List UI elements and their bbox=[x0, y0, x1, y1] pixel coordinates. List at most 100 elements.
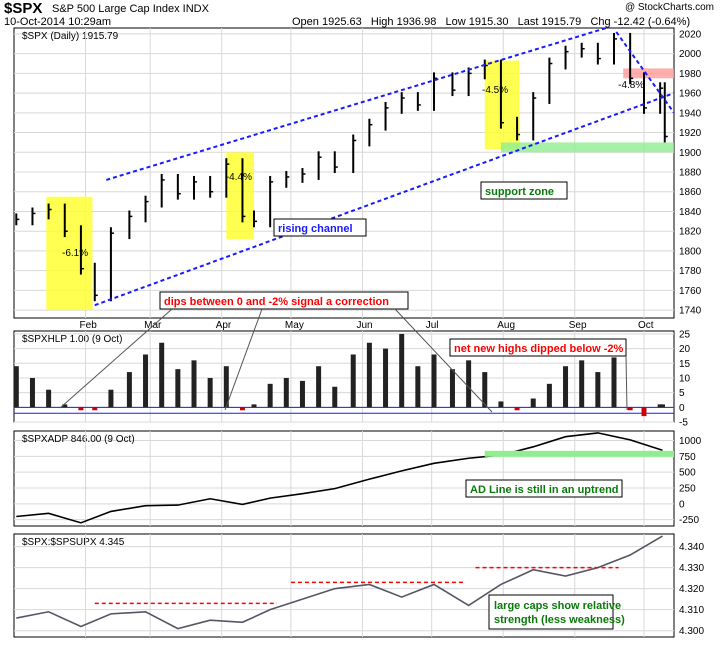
y-tick-label: 0 bbox=[679, 499, 685, 510]
histogram-bar bbox=[92, 407, 98, 411]
histogram-bar bbox=[239, 407, 245, 411]
y-tick-label: 4.320 bbox=[679, 584, 704, 595]
histogram-bar bbox=[143, 354, 149, 408]
large-caps-label-line: strength (less weakness) bbox=[494, 614, 625, 626]
histogram-bar bbox=[498, 401, 504, 408]
correction-callout: dips between 0 and -2% signal a correcti… bbox=[164, 296, 389, 308]
y-tick-label: 2000 bbox=[679, 49, 702, 60]
chart-ohlc-readout: Open 1925.63 High 1936.98 Low 1915.30 La… bbox=[292, 16, 691, 28]
histogram-bar bbox=[207, 377, 213, 408]
histogram-bar bbox=[449, 369, 455, 408]
histogram-bar bbox=[191, 360, 197, 408]
y-tick-label: 1860 bbox=[679, 187, 702, 198]
y-tick-label: 1840 bbox=[679, 207, 702, 218]
chart-security-name: S&P 500 Large Cap Index INDX bbox=[52, 3, 209, 15]
histogram-bar bbox=[366, 342, 372, 408]
x-tick-label: Oct bbox=[638, 320, 654, 331]
correction-percent-label: -4.8% bbox=[618, 80, 644, 91]
correction-percent-label: -4.5% bbox=[482, 85, 508, 96]
panel-frame bbox=[13, 430, 675, 527]
y-tick-label: 1000 bbox=[679, 436, 702, 447]
y-tick-label: 1760 bbox=[679, 286, 702, 297]
histogram-bar bbox=[627, 407, 633, 411]
correction-highlight bbox=[46, 196, 93, 311]
y-tick-label: 4.340 bbox=[679, 542, 704, 553]
histogram-bar bbox=[530, 398, 536, 408]
y-tick-label: 1940 bbox=[679, 108, 702, 119]
y-tick-label: 1900 bbox=[679, 148, 702, 159]
y-tick-label: 500 bbox=[679, 468, 696, 479]
histogram-bar bbox=[175, 369, 181, 408]
x-tick-label: May bbox=[285, 320, 304, 331]
y-tick-label: 250 bbox=[679, 484, 696, 495]
resistance-zone bbox=[623, 68, 674, 79]
histogram-bar bbox=[514, 407, 520, 411]
histogram-bar bbox=[611, 357, 617, 408]
y-tick-label: 1880 bbox=[679, 168, 702, 179]
channel-lower-line bbox=[94, 92, 675, 307]
correction-percent-label: -6.1% bbox=[62, 248, 88, 259]
x-tick-label: Jul bbox=[426, 320, 439, 331]
y-tick-label: 4.310 bbox=[679, 605, 704, 616]
histogram-bar bbox=[415, 366, 421, 408]
downtrend-line bbox=[615, 31, 675, 114]
x-tick-label: Apr bbox=[216, 320, 232, 331]
large-caps-label-box bbox=[488, 594, 614, 630]
histogram-bar bbox=[431, 354, 437, 408]
histogram-bar bbox=[108, 389, 114, 408]
y-tick-label: -250 bbox=[679, 515, 699, 526]
y-tick-label: 4.330 bbox=[679, 563, 704, 574]
panel-frame bbox=[13, 27, 675, 319]
rising-channel-label: rising channel bbox=[278, 223, 353, 235]
panel-title: $SPX:$SPSUPX 4.345 bbox=[22, 537, 125, 548]
histogram-bar bbox=[350, 354, 356, 408]
ad-line-label: AD Line is still in an uptrend bbox=[470, 484, 619, 496]
x-tick-label: Aug bbox=[497, 320, 515, 331]
histogram-bar bbox=[223, 366, 229, 408]
stockcharts-credit: @ StockCharts.com bbox=[624, 2, 714, 13]
histogram-bar bbox=[641, 407, 647, 417]
histogram-bar bbox=[126, 372, 132, 408]
net-new-highs-callout: net new highs dipped below -2% bbox=[454, 343, 624, 355]
histogram-bar bbox=[563, 366, 569, 408]
correction-highlight bbox=[226, 152, 254, 240]
y-tick-label: 1800 bbox=[679, 246, 702, 257]
callout-pointer bbox=[59, 308, 173, 409]
histogram-bar bbox=[46, 389, 52, 408]
histogram-bar bbox=[579, 360, 585, 408]
x-tick-label: Jun bbox=[356, 320, 372, 331]
y-tick-label: 1960 bbox=[679, 89, 702, 100]
callout-pointer bbox=[224, 308, 263, 411]
correction-callout-box bbox=[159, 291, 409, 310]
histogram-bar bbox=[595, 372, 601, 408]
histogram-bar bbox=[546, 383, 552, 408]
x-tick-label: Sep bbox=[569, 320, 587, 331]
support-zone-label-box bbox=[480, 181, 568, 200]
large-caps-label-line: large caps show relative bbox=[494, 600, 621, 612]
histogram-bar bbox=[399, 333, 405, 408]
large-caps-label: large caps show relative strength (less w… bbox=[494, 600, 625, 626]
y-tick-label: 1920 bbox=[679, 128, 702, 139]
chart-ticker: $SPX bbox=[4, 0, 43, 17]
y-tick-label: 1980 bbox=[679, 69, 702, 80]
y-tick-label: 4.300 bbox=[679, 626, 704, 637]
y-tick-label: 20 bbox=[679, 344, 691, 355]
support-zone-label: support zone bbox=[485, 186, 554, 198]
y-tick-label: 15 bbox=[679, 359, 691, 370]
panel-title: $SPXADP 846.00 (9 Oct) bbox=[22, 434, 135, 445]
histogram-bar bbox=[482, 372, 488, 408]
channel-upper-line bbox=[106, 26, 610, 181]
histogram-bar bbox=[13, 366, 19, 408]
correction-percent-label: -4.4% bbox=[226, 172, 252, 183]
histogram-bar bbox=[78, 407, 84, 411]
histogram-bar bbox=[29, 377, 35, 408]
histogram-bar bbox=[466, 360, 472, 408]
y-tick-label: 5 bbox=[679, 388, 685, 399]
y-tick-label: 750 bbox=[679, 452, 696, 463]
ratio-line bbox=[16, 535, 663, 630]
histogram-bar bbox=[283, 377, 289, 408]
y-tick-label: 1740 bbox=[679, 306, 702, 317]
y-tick-label: 0 bbox=[679, 403, 685, 414]
x-tick-label: Feb bbox=[80, 320, 98, 331]
